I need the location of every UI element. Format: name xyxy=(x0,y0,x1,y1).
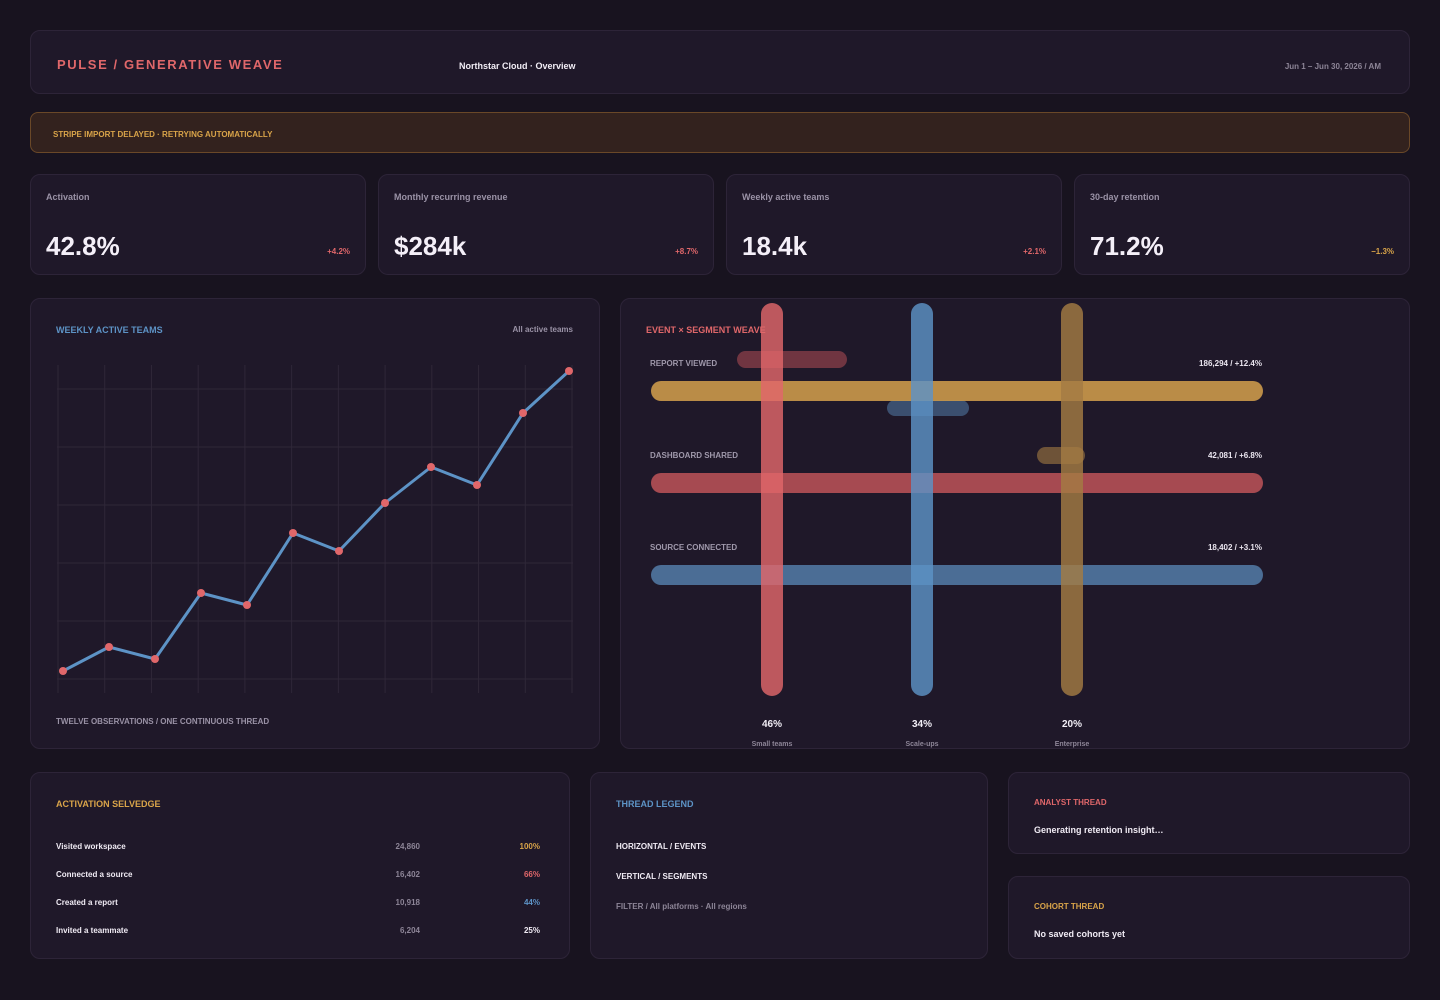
event-value: 18,402 / +3.1% xyxy=(1207,543,1262,552)
data-point xyxy=(151,655,159,663)
kpi-label: Monthly recurring revenue xyxy=(394,192,508,202)
cohort-thread-panel: COHORT THREAD No saved cohorts yet xyxy=(1008,876,1410,959)
kpi-card-retention[interactable]: 30-day retention 71.2% −1.3% xyxy=(1074,174,1410,275)
event-value: 42,081 / +6.8% xyxy=(1207,451,1262,460)
segment-thread-scale-ups[interactable] xyxy=(911,303,933,696)
event-value: 186,294 / +12.4% xyxy=(1199,359,1262,368)
segment-thread-enterprise[interactable] xyxy=(1061,303,1083,696)
event-thread-report-viewed[interactable] xyxy=(651,381,1263,401)
data-point xyxy=(427,463,435,471)
kpi-delta: −1.3% xyxy=(1371,247,1394,256)
kpi-delta: +4.2% xyxy=(327,247,350,256)
data-point xyxy=(335,547,343,555)
activation-selvedge-panel: ACTIVATION SELVEDGE Visited workspace 24… xyxy=(30,772,570,959)
panel-title: ANALYST THREAD xyxy=(1034,798,1107,807)
funnel-step-pct: 25% xyxy=(523,926,540,935)
data-point xyxy=(243,601,251,609)
data-point xyxy=(59,667,67,675)
data-point xyxy=(289,529,297,537)
funnel-step-count: 16,402 xyxy=(395,870,420,879)
data-point xyxy=(105,643,113,651)
series-line xyxy=(61,369,571,673)
data-point xyxy=(519,409,527,417)
alert-text: STRIPE IMPORT DELAYED · RETRYING AUTOMAT… xyxy=(53,130,273,139)
segment-share: 46% xyxy=(761,719,782,730)
date-range-picker[interactable]: Jun 1 – Jun 30, 2026 / AM xyxy=(1284,62,1381,71)
funnel-step-pct: 100% xyxy=(519,842,540,851)
panel-title: EVENT × SEGMENT WEAVE xyxy=(646,325,766,335)
event-segment-weave-panel: EVENT × SEGMENT WEAVE REPORT VIEWED 186,… xyxy=(620,298,1410,749)
data-point xyxy=(473,481,481,489)
legend-horizontal: HORIZONTAL / EVENTS xyxy=(616,842,707,851)
breadcrumb[interactable]: Northstar Cloud · Overview xyxy=(459,61,576,71)
data-point xyxy=(197,589,205,597)
panel-title: ACTIVATION SELVEDGE xyxy=(56,799,161,809)
funnel-step-label: Created a report xyxy=(56,898,118,907)
kpi-card-mrr[interactable]: Monthly recurring revenue $284k +8.7% xyxy=(378,174,714,275)
panel-title: THREAD LEGEND xyxy=(616,799,694,809)
kpi-value: 42.8% xyxy=(46,231,120,261)
kpi-value: 18.4k xyxy=(742,231,808,261)
thread-legend-panel: THREAD LEGEND HORIZONTAL / EVENTS VERTIC… xyxy=(590,772,988,959)
thread-shadow xyxy=(737,351,847,368)
kpi-label: Activation xyxy=(46,192,90,202)
funnel-step-count: 10,918 xyxy=(395,898,420,907)
kpi-card-activation[interactable]: Activation 42.8% +4.2% xyxy=(30,174,366,275)
analyst-thread-panel: ANALYST THREAD Generating retention insi… xyxy=(1008,772,1410,854)
data-point xyxy=(565,367,573,375)
weave-graphic xyxy=(651,303,1263,696)
kpi-delta: +8.7% xyxy=(675,247,698,256)
funnel-step-count: 6,204 xyxy=(399,926,420,935)
kpi-delta: +2.1% xyxy=(1023,247,1046,256)
cohort-status: No saved cohorts yet xyxy=(1034,929,1126,939)
import-alert-banner: STRIPE IMPORT DELAYED · RETRYING AUTOMAT… xyxy=(30,112,1410,153)
analyst-status: Generating retention insight… xyxy=(1034,825,1164,835)
kpi-value: 71.2% xyxy=(1090,231,1164,261)
legend-vertical: VERTICAL / SEGMENTS xyxy=(616,872,708,881)
segment-label: Enterprise xyxy=(1054,741,1090,748)
event-thread-source-connected[interactable] xyxy=(651,565,1263,585)
brand-title: PULSE / GENERATIVE WEAVE xyxy=(57,57,284,72)
event-label: REPORT VIEWED xyxy=(650,359,718,368)
chart-footer: TWELVE OBSERVATIONS / ONE CONTINUOUS THR… xyxy=(56,717,270,726)
funnel-step-pct: 44% xyxy=(523,898,540,907)
event-label: SOURCE CONNECTED xyxy=(650,543,738,552)
data-point xyxy=(381,499,389,507)
segment-share: 34% xyxy=(911,719,932,730)
segment-label: Scale-ups xyxy=(905,741,939,748)
segment-thread-small-teams[interactable] xyxy=(761,303,783,696)
kpi-value: $284k xyxy=(394,231,467,261)
kpi-label: 30-day retention xyxy=(1090,192,1160,202)
panel-title: WEEKLY ACTIVE TEAMS xyxy=(56,325,163,335)
top-bar: PULSE / GENERATIVE WEAVE Northstar Cloud… xyxy=(30,30,1410,94)
panel-title: COHORT THREAD xyxy=(1034,902,1105,911)
funnel-step-label: Visited workspace xyxy=(56,842,126,851)
kpi-label: Weekly active teams xyxy=(742,192,830,202)
line-chart xyxy=(57,365,573,693)
funnel-step-count: 24,860 xyxy=(395,842,420,851)
chart-filter[interactable]: All active teams xyxy=(512,325,573,334)
segment-label: Small teams xyxy=(751,741,793,748)
weekly-active-teams-panel: WEEKLY ACTIVE TEAMS All active teams TWE… xyxy=(30,298,600,749)
segment-share: 20% xyxy=(1061,719,1082,730)
funnel-step-label: Invited a teammate xyxy=(56,926,129,935)
event-thread-dashboard-shared[interactable] xyxy=(651,473,1263,493)
funnel-step-pct: 66% xyxy=(523,870,540,879)
event-label: DASHBOARD SHARED xyxy=(650,451,739,460)
legend-filter[interactable]: FILTER / All platforms · All regions xyxy=(616,902,747,911)
funnel-step-label: Connected a source xyxy=(56,870,133,879)
kpi-card-weekly-active-teams[interactable]: Weekly active teams 18.4k +2.1% xyxy=(726,174,1062,275)
